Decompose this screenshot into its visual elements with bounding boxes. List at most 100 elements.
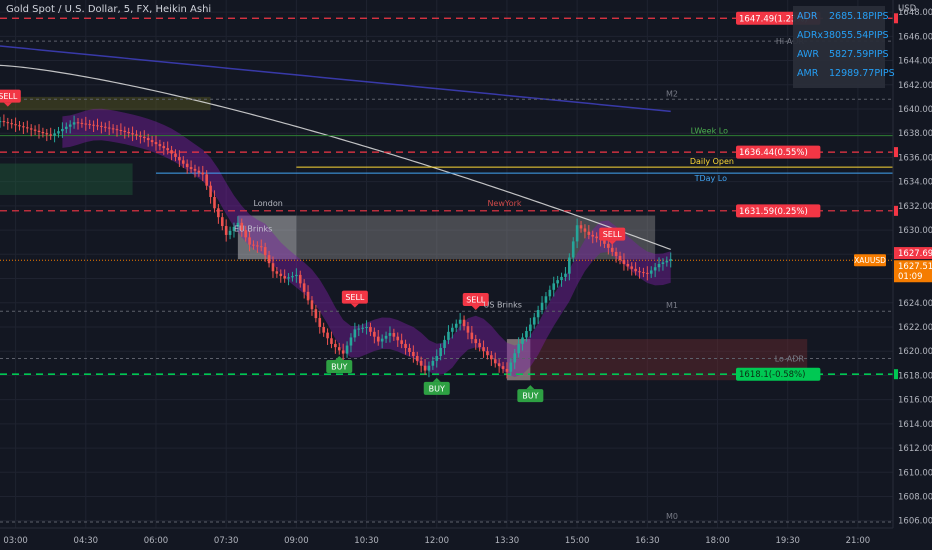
candle-body[interactable] [193, 168, 197, 171]
candle-body[interactable] [326, 332, 329, 339]
candle-body[interactable] [139, 135, 142, 137]
candle-body[interactable] [657, 264, 661, 268]
candle-body[interactable] [365, 326, 368, 328]
candle-body[interactable] [92, 124, 95, 126]
candle-body[interactable] [458, 319, 462, 324]
candle-body[interactable] [595, 236, 598, 239]
candle-body[interactable] [220, 217, 224, 227]
candle-body[interactable] [439, 347, 442, 357]
candle-body[interactable] [669, 259, 673, 261]
candle-body[interactable] [513, 353, 517, 363]
candle-body[interactable] [10, 123, 13, 125]
buy-signal-box[interactable] [326, 360, 353, 374]
candle-body[interactable] [345, 345, 349, 354]
candle-body[interactable] [568, 257, 571, 274]
candle-body[interactable] [431, 360, 435, 366]
candle-body[interactable] [205, 174, 208, 186]
candle-body[interactable] [642, 272, 645, 274]
candle-body[interactable] [548, 289, 552, 297]
candle-body[interactable] [451, 327, 454, 332]
candle-body[interactable] [544, 296, 548, 303]
candle-body[interactable] [408, 347, 411, 352]
candle-body[interactable] [174, 153, 177, 157]
candle-body[interactable] [115, 129, 119, 131]
candle-body[interactable] [88, 124, 91, 126]
candle-body[interactable] [22, 126, 25, 128]
candle-body[interactable] [256, 245, 259, 247]
candle-body[interactable] [119, 129, 123, 131]
candle-body[interactable] [583, 228, 587, 232]
candle-body[interactable] [505, 368, 509, 372]
candle-body[interactable] [61, 128, 64, 132]
sell-signal-box[interactable] [462, 293, 489, 307]
candle-body[interactable] [454, 323, 458, 328]
candle-body[interactable] [248, 237, 251, 245]
candle-body[interactable] [493, 359, 497, 364]
candle-body[interactable] [626, 264, 630, 267]
candle-body[interactable] [53, 133, 56, 136]
candle-body[interactable] [267, 255, 271, 264]
candle-body[interactable] [103, 126, 107, 128]
candle-body[interactable] [142, 136, 146, 139]
candle-body[interactable] [497, 363, 501, 367]
candle-body[interactable] [423, 365, 427, 371]
candle-body[interactable] [556, 280, 559, 284]
candle-body[interactable] [76, 122, 80, 124]
candle-body[interactable] [353, 329, 357, 338]
candle-body[interactable] [630, 266, 634, 269]
candle-body[interactable] [607, 243, 610, 248]
candle-body[interactable] [111, 128, 115, 130]
candle-body[interactable] [361, 327, 364, 329]
candle-body[interactable] [653, 267, 657, 271]
candle-body[interactable] [6, 122, 10, 124]
candle-body[interactable] [96, 125, 99, 127]
candle-body[interactable] [373, 331, 376, 337]
candle-body[interactable] [322, 326, 325, 333]
candle-body[interactable] [29, 128, 33, 130]
candle-body[interactable] [275, 271, 279, 274]
candle-body[interactable] [552, 283, 556, 290]
sell-signal-box[interactable] [341, 290, 368, 304]
candle-body[interactable] [107, 127, 111, 129]
candle-body[interactable] [189, 167, 193, 169]
candle-body[interactable] [661, 262, 665, 264]
candle-body[interactable] [470, 332, 474, 340]
candle-body[interactable] [228, 230, 232, 235]
candle-body[interactable] [525, 331, 528, 338]
candle-body[interactable] [603, 239, 606, 244]
candle-body[interactable] [536, 310, 540, 318]
candle-body[interactable] [532, 317, 536, 325]
candle-body[interactable] [412, 352, 415, 357]
candle-body[interactable] [540, 302, 544, 311]
candle-body[interactable] [158, 144, 162, 147]
candle-body[interactable] [37, 130, 41, 132]
candle-body[interactable] [181, 160, 185, 164]
candle-body[interactable] [392, 333, 396, 337]
candle-body[interactable] [427, 365, 431, 371]
candle-body[interactable] [240, 222, 244, 231]
candle-body[interactable] [396, 336, 400, 341]
candle-body[interactable] [462, 319, 466, 327]
candle-body[interactable] [509, 362, 513, 372]
candle-body[interactable] [166, 148, 169, 151]
candle-body[interactable] [665, 260, 669, 263]
candles[interactable] [0, 114, 673, 379]
candle-body[interactable] [123, 130, 127, 132]
candle-body[interactable] [263, 247, 267, 256]
candle-body[interactable] [369, 326, 372, 332]
candle-body[interactable] [201, 172, 205, 175]
candle-body[interactable] [334, 343, 337, 348]
candle-body[interactable] [400, 340, 403, 344]
candle-body[interactable] [564, 273, 567, 277]
candle-body[interactable] [209, 185, 212, 197]
candle-body[interactable] [84, 123, 88, 125]
signals[interactable]: SELL SELL SELL SELL BUY BUY BUY [0, 89, 626, 403]
candle-body[interactable] [482, 347, 485, 352]
candle-body[interactable] [302, 283, 306, 292]
candle-body[interactable] [18, 125, 21, 127]
candle-body[interactable] [646, 272, 649, 274]
candle-body[interactable] [649, 270, 653, 274]
candle-body[interactable] [178, 156, 181, 161]
candle-body[interactable] [474, 339, 478, 344]
candle-body[interactable] [2, 121, 6, 123]
